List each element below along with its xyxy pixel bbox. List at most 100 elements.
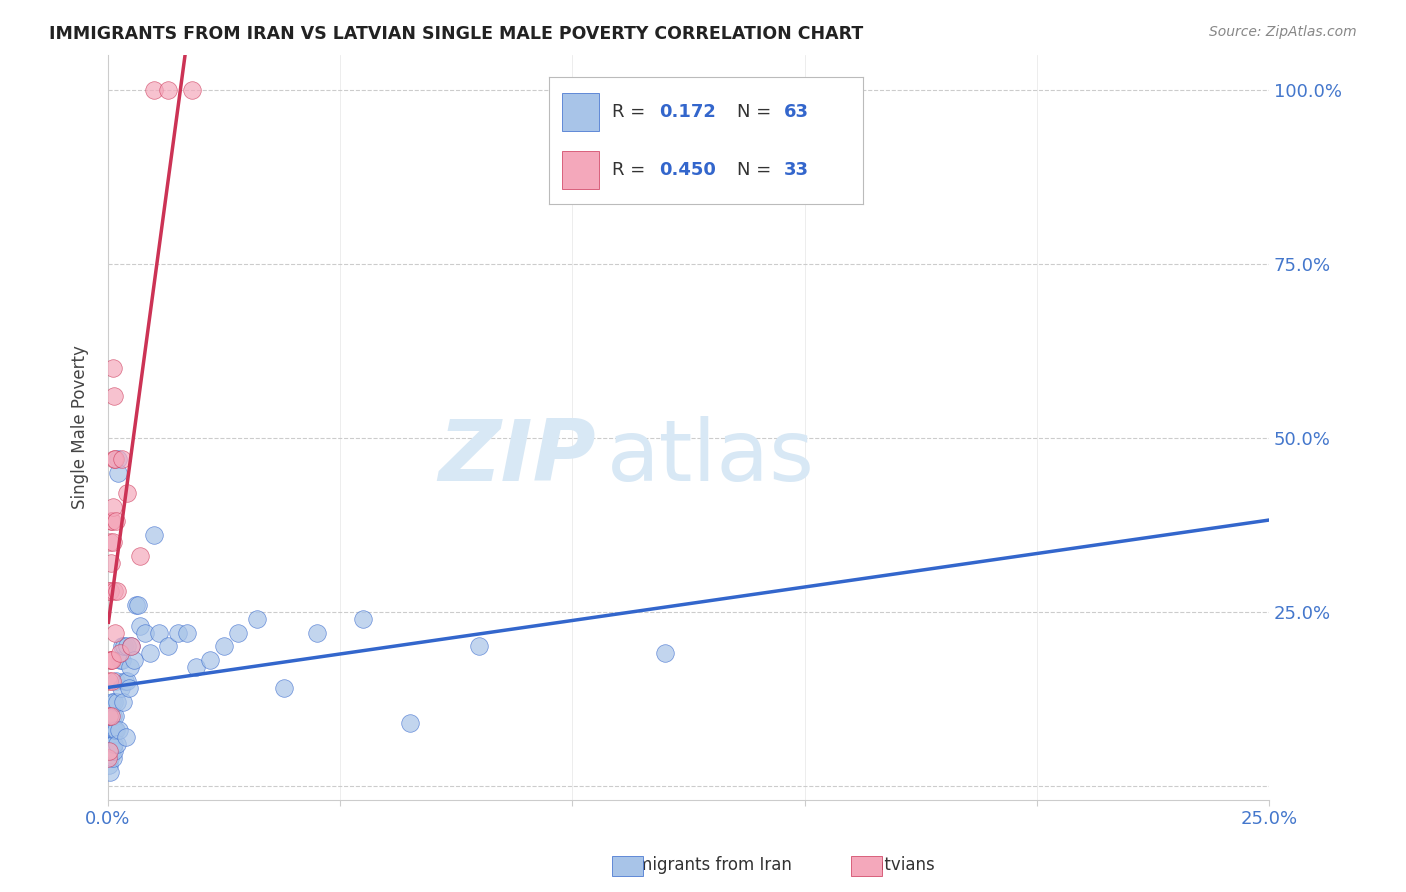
Point bbox=[226, 625, 249, 640]
Point bbox=[273, 681, 295, 696]
Point bbox=[100, 653, 122, 667]
Point bbox=[180, 83, 202, 97]
Point bbox=[101, 744, 124, 758]
Point bbox=[101, 535, 124, 549]
Point bbox=[103, 583, 125, 598]
Point bbox=[100, 556, 122, 570]
Point bbox=[125, 598, 148, 612]
Point bbox=[107, 723, 129, 737]
Text: Latvians: Latvians bbox=[865, 856, 935, 874]
Point bbox=[97, 709, 120, 723]
Point bbox=[101, 737, 124, 751]
Point bbox=[118, 681, 141, 696]
Point bbox=[104, 514, 127, 528]
Point bbox=[100, 514, 122, 528]
Point bbox=[157, 83, 180, 97]
Point bbox=[117, 640, 139, 654]
Point bbox=[98, 757, 121, 772]
Point bbox=[104, 674, 127, 689]
Point bbox=[98, 744, 121, 758]
Point bbox=[127, 598, 149, 612]
Point bbox=[110, 681, 132, 696]
Point bbox=[186, 660, 208, 674]
Point bbox=[111, 451, 134, 466]
Point bbox=[111, 695, 134, 709]
Point bbox=[120, 660, 142, 674]
Text: ZIP: ZIP bbox=[437, 416, 596, 499]
Point bbox=[100, 730, 122, 744]
Point bbox=[176, 625, 198, 640]
Point bbox=[97, 751, 120, 765]
Point bbox=[115, 674, 138, 689]
Point bbox=[103, 723, 125, 737]
Point bbox=[101, 361, 124, 376]
Point bbox=[114, 730, 136, 744]
Point bbox=[305, 625, 328, 640]
Point bbox=[105, 737, 128, 751]
Point bbox=[104, 451, 127, 466]
Point bbox=[100, 695, 122, 709]
Point bbox=[105, 695, 128, 709]
Point bbox=[100, 709, 122, 723]
Point bbox=[111, 640, 134, 654]
Point bbox=[157, 640, 180, 654]
Point bbox=[398, 716, 420, 731]
Point bbox=[104, 709, 127, 723]
Point bbox=[112, 640, 135, 654]
Point bbox=[104, 625, 127, 640]
Point bbox=[129, 549, 152, 563]
Text: Immigrants from Iran: Immigrants from Iran bbox=[614, 856, 792, 874]
Point bbox=[104, 723, 127, 737]
Point bbox=[115, 486, 138, 500]
Point bbox=[108, 647, 131, 661]
Point bbox=[245, 612, 267, 626]
Text: atlas: atlas bbox=[607, 416, 815, 499]
Point bbox=[103, 744, 125, 758]
Point bbox=[105, 583, 128, 598]
Point bbox=[114, 674, 136, 689]
Point bbox=[103, 695, 125, 709]
Point bbox=[98, 737, 121, 751]
Point bbox=[98, 583, 121, 598]
Point bbox=[122, 653, 145, 667]
Point bbox=[134, 625, 156, 640]
Point bbox=[101, 723, 124, 737]
Y-axis label: Single Male Poverty: Single Male Poverty bbox=[72, 345, 89, 509]
Point bbox=[129, 618, 152, 632]
Point bbox=[143, 83, 166, 97]
Point bbox=[107, 451, 129, 466]
Point bbox=[198, 653, 221, 667]
Point bbox=[120, 640, 142, 654]
Point bbox=[105, 723, 128, 737]
Point bbox=[100, 514, 122, 528]
Point bbox=[139, 647, 162, 661]
Point bbox=[103, 451, 125, 466]
Point bbox=[111, 653, 134, 667]
Point bbox=[98, 535, 121, 549]
Point bbox=[98, 751, 121, 765]
Point bbox=[97, 744, 120, 758]
Point bbox=[108, 653, 131, 667]
Point bbox=[100, 653, 122, 667]
Text: Source: ZipAtlas.com: Source: ZipAtlas.com bbox=[1209, 25, 1357, 39]
Point bbox=[98, 723, 121, 737]
Point bbox=[120, 640, 142, 654]
Point bbox=[98, 674, 121, 689]
Point bbox=[101, 674, 124, 689]
Point bbox=[103, 389, 125, 403]
Point bbox=[101, 751, 124, 765]
Point bbox=[100, 723, 122, 737]
Point bbox=[468, 640, 491, 654]
Point bbox=[100, 744, 122, 758]
Point bbox=[212, 640, 235, 654]
Point bbox=[166, 625, 188, 640]
Point bbox=[654, 647, 676, 661]
Point bbox=[148, 625, 170, 640]
Point bbox=[352, 612, 374, 626]
Point bbox=[101, 500, 124, 515]
Point bbox=[98, 653, 121, 667]
Text: IMMIGRANTS FROM IRAN VS LATVIAN SINGLE MALE POVERTY CORRELATION CHART: IMMIGRANTS FROM IRAN VS LATVIAN SINGLE M… bbox=[49, 25, 863, 43]
Point bbox=[101, 709, 124, 723]
Point bbox=[98, 583, 121, 598]
Point bbox=[107, 466, 129, 480]
